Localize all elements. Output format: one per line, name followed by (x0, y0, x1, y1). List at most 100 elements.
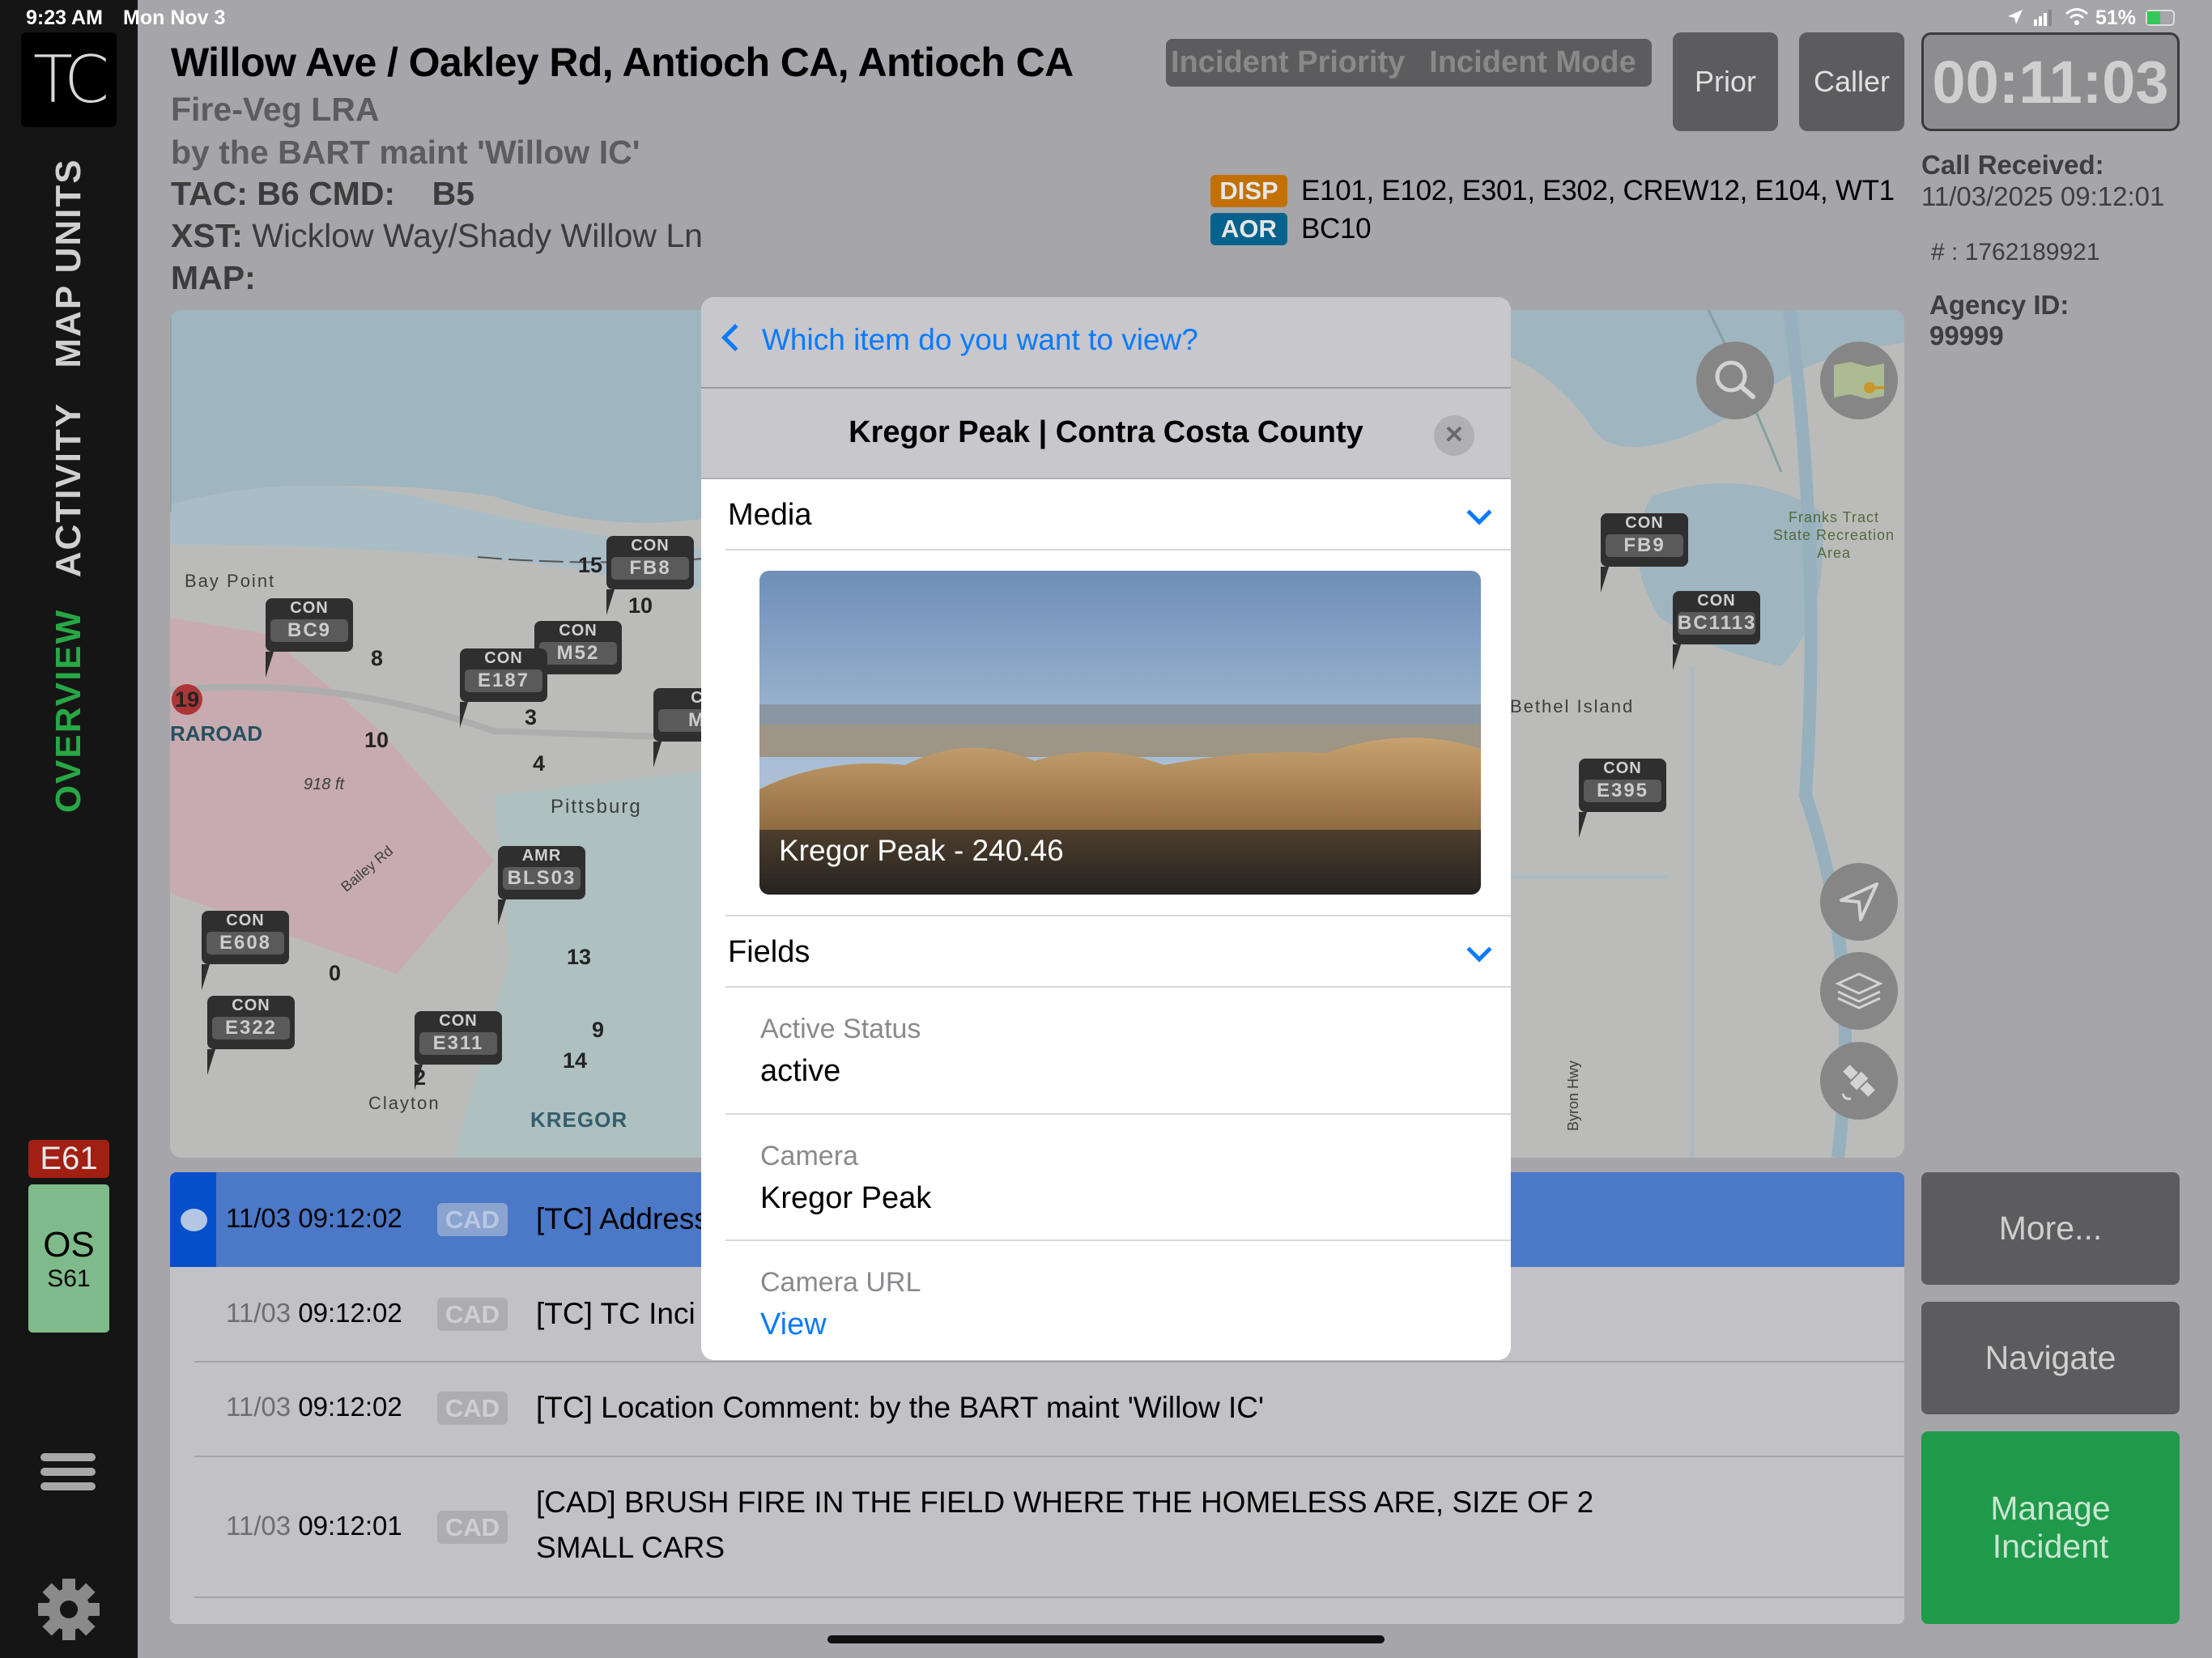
unread-dot-icon (181, 1209, 207, 1231)
prior-button[interactable]: Prior (1673, 32, 1778, 131)
modal-title-bar: Kregor Peak | Contra Costa County ✕ (701, 389, 1511, 479)
elapsed-timer: 00:11:03 (1921, 32, 2180, 131)
unit-marker[interactable]: CON E395 (1579, 759, 1666, 838)
battery-icon (2146, 10, 2175, 26)
source-badge: CAD (437, 1203, 508, 1236)
back-chevron-icon[interactable] (721, 324, 749, 351)
map-number: 8 (371, 646, 384, 670)
unit-marker[interactable]: CON BC9 (266, 598, 353, 678)
locate-me-button[interactable] (1820, 863, 1898, 941)
home-indicator[interactable] (827, 1635, 1385, 1643)
tab-activity[interactable]: ACTIVITY (49, 402, 88, 578)
tac-cmd: TAC: B6 CMD: B5 (171, 175, 475, 212)
unit-status-button[interactable]: OS S61 (28, 1184, 109, 1333)
navigation-arrow-icon (1840, 882, 1878, 921)
satellite-button[interactable] (1820, 1042, 1898, 1120)
unit-marker[interactable]: CON E187 (460, 648, 547, 728)
place-label: Bay Point (185, 571, 276, 591)
navigate-button[interactable]: Navigate (1921, 1302, 2180, 1414)
map-layers-button[interactable] (1820, 952, 1898, 1030)
activity-message: [TC] Address (536, 1202, 709, 1235)
map-search-button[interactable] (1696, 342, 1774, 419)
close-icon[interactable]: ✕ (1434, 415, 1474, 456)
incident-number: # : 1762189921 (1931, 239, 2100, 266)
incident-mode[interactable]: Incident Mode (1429, 45, 1636, 79)
map-number: 9 (592, 1018, 605, 1042)
place-label: Byron Hwy (1565, 1060, 1582, 1132)
incident-priority-mode[interactable]: Incident Priority Incident Mode (1166, 39, 1652, 87)
call-received-value: 11/03/2025 09:12:01 (1921, 181, 2165, 211)
menu-icon[interactable] (32, 1453, 105, 1494)
source-badge: CAD (437, 1511, 508, 1544)
unit-marker[interactable]: CON E322 (207, 996, 295, 1075)
unit-status-code: OS (43, 1224, 95, 1265)
camera-image (759, 571, 1481, 895)
back-button[interactable]: Which item do you want to view? (762, 323, 1198, 356)
activity-message: [TC] Location Comment: by the BART maint… (536, 1391, 1265, 1424)
aor-value: BC10 (1301, 213, 1372, 244)
more-button[interactable]: More... (1921, 1172, 2180, 1285)
unit-marker[interactable]: AMR BLS03 (498, 846, 585, 925)
tab-map-units[interactable]: MAP UNITS (49, 158, 88, 368)
fields-section-header[interactable]: Fields (728, 935, 810, 969)
layers-icon (1835, 972, 1883, 1010)
map-label: MAP: (171, 259, 256, 296)
map-number: 14 (563, 1048, 588, 1073)
unit-marker[interactable]: CON E608 (202, 911, 289, 990)
modal-nav-bar: Which item do you want to view? (701, 297, 1511, 389)
cross-streets: XST: Wicklow Way/Shady Willow Ln (171, 217, 703, 255)
agency-id-label: Agency ID: (1929, 290, 2069, 320)
activity-row[interactable]: 11/03 09:12:02 CAD [TC] TC Inci (170, 1267, 1904, 1361)
place-label: Bethel Island (1510, 696, 1635, 716)
activity-timestamp: 11/03 09:12:02 (226, 1298, 402, 1328)
map-number: 19 (172, 684, 202, 715)
place-label: RAROAD (170, 721, 263, 746)
unit-badge[interactable]: E61 (28, 1140, 109, 1178)
map-key-icon (1834, 362, 1884, 399)
camera-url-link[interactable]: View (760, 1307, 827, 1341)
app-logo: TC (21, 32, 117, 127)
map-number: 3 (525, 705, 538, 729)
dispatched-units: E101, E102, E301, E302, CREW12, E104, WT… (1301, 175, 1895, 206)
satellite-icon (1841, 1065, 1875, 1100)
incident-address: Willow Ave / Oakley Rd, Antioch CA, Anti… (171, 40, 1074, 85)
field-value: Kregor Peak (760, 1181, 932, 1215)
media-section-header[interactable]: Media (728, 498, 812, 532)
map-number: 0 (329, 961, 342, 985)
gear-icon[interactable] (36, 1577, 101, 1642)
disp-badge: DISP (1210, 175, 1287, 207)
activity-row[interactable]: 11/03 09:12:01 CAD [CAD] BRUSH FIRE IN T… (170, 1456, 1904, 1596)
chevron-down-icon[interactable] (1466, 500, 1492, 525)
map-number: 4 (533, 751, 546, 776)
activity-timestamp: 11/03 09:12:01 (226, 1511, 402, 1541)
unit-marker[interactable]: CON FB9 (1601, 513, 1688, 593)
activity-row[interactable]: 11/03 09:12:02 CAD [TC] Location Comment… (170, 1361, 1904, 1456)
tab-overview[interactable]: OVERVIEW (49, 608, 88, 814)
unit-marker[interactable]: CON M52 (534, 621, 622, 700)
caller-button[interactable]: Caller (1799, 32, 1904, 131)
unit-marker[interactable]: CON E311 (415, 1011, 502, 1090)
search-icon (1715, 360, 1755, 399)
agency-id-value: 99999 (1929, 321, 2004, 351)
map-number: 10 (364, 728, 389, 752)
camera-photo[interactable]: Kregor Peak - 240.46 (759, 571, 1481, 895)
signal-icon (2034, 10, 2052, 26)
status-time: 9:23 AM (26, 6, 103, 29)
source-badge: CAD (437, 1392, 508, 1425)
aor-badge: AOR (1210, 213, 1287, 245)
field-value: active (760, 1054, 841, 1088)
chevron-down-icon[interactable] (1466, 937, 1492, 963)
wifi-icon (2065, 8, 2088, 25)
activity-timestamp: 11/03 09:12:02 (226, 1392, 402, 1422)
map-number: 13 (567, 945, 592, 969)
incident-priority[interactable]: Incident Priority (1171, 45, 1406, 79)
unit-marker[interactable]: CON BC1113 (1673, 591, 1760, 670)
unit-status-unit: S61 (47, 1265, 91, 1292)
map-number: 2 (414, 1065, 427, 1090)
manage-incident-button[interactable]: Manage Incident (1921, 1431, 2180, 1624)
item-detail-modal: Which item do you want to view? Kregor P… (701, 297, 1511, 1360)
place-label: Pittsburg (551, 796, 642, 818)
unit-marker[interactable]: CON FB8 (606, 536, 694, 615)
place-label: KREGOR (530, 1107, 628, 1132)
map-legend-button[interactable] (1820, 342, 1898, 419)
